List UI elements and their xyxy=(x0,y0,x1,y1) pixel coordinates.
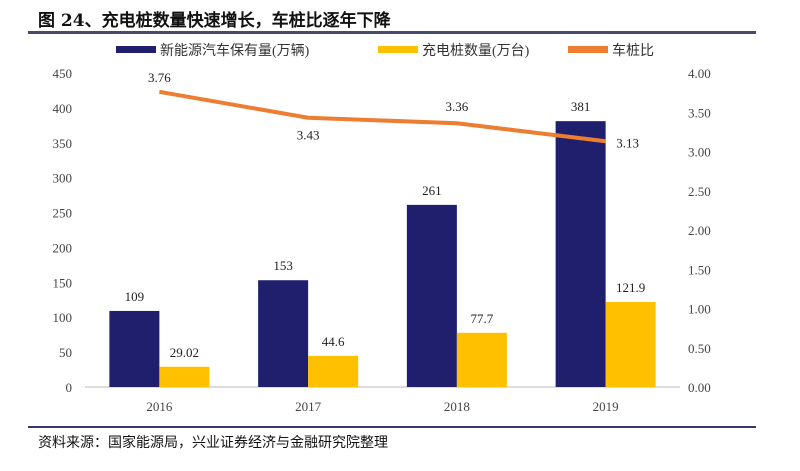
right-tick-label: 3.00 xyxy=(688,145,711,160)
x-tick-label: 2017 xyxy=(295,399,322,414)
line-data-label: 3.13 xyxy=(616,135,639,150)
left-tick-label: 300 xyxy=(53,171,73,186)
left-tick-label: 400 xyxy=(53,101,73,116)
left-tick-label: 450 xyxy=(53,66,73,81)
legend-swatch xyxy=(568,46,608,53)
bar-vehicles xyxy=(555,121,606,387)
bar-vehicles xyxy=(406,204,457,387)
bar-data-label: 109 xyxy=(125,289,145,304)
x-tick-label: 2018 xyxy=(444,399,470,414)
left-tick-label: 50 xyxy=(59,345,72,360)
x-tick-label: 2019 xyxy=(593,399,619,414)
legend-label: 车桩比 xyxy=(612,42,654,59)
right-tick-label: 3.50 xyxy=(688,105,711,120)
right-tick-label: 2.50 xyxy=(688,184,711,199)
left-tick-label: 100 xyxy=(53,310,73,325)
bar-chargers xyxy=(456,332,507,387)
left-tick-label: 200 xyxy=(53,240,73,255)
bar-data-label: 381 xyxy=(571,99,591,114)
right-tick-label: 1.00 xyxy=(688,302,711,317)
bar-data-label: 261 xyxy=(422,183,442,198)
source-note: 资料来源：国家能源局，兴业证券经济与金融研究院整理 xyxy=(38,435,388,451)
chart-title: 图 24、充电桩数量快速增长，车桩比逐年下降 xyxy=(38,11,391,31)
left-tick-label: 350 xyxy=(53,136,73,151)
right-tick-label: 2.00 xyxy=(688,223,711,238)
legend-label: 充电桩数量(万台) xyxy=(422,42,530,59)
right-tick-label: 0.50 xyxy=(688,341,711,356)
right-tick-label: 4.00 xyxy=(688,66,711,81)
bar-chargers xyxy=(159,366,210,387)
line-data-label: 3.36 xyxy=(446,99,469,114)
bar-data-label: 77.7 xyxy=(471,311,494,326)
bar-data-label: 121.9 xyxy=(616,280,645,295)
bar-chargers xyxy=(308,355,359,387)
bar-vehicles xyxy=(258,280,309,387)
right-tick-label: 0.00 xyxy=(688,380,711,395)
legend-swatch xyxy=(116,46,156,53)
line-data-label: 3.43 xyxy=(297,128,320,143)
bar-data-label: 44.6 xyxy=(322,334,345,349)
ratio-line xyxy=(159,89,606,144)
left-tick-label: 150 xyxy=(53,275,73,290)
legend-label: 新能源汽车保有量(万辆) xyxy=(160,42,310,59)
legend-swatch xyxy=(378,46,418,53)
bar-vehicles xyxy=(109,310,160,387)
bar-chargers xyxy=(605,301,656,387)
bar-data-label: 29.02 xyxy=(170,345,199,360)
right-tick-label: 1.50 xyxy=(688,262,711,277)
x-tick-label: 2016 xyxy=(146,399,173,414)
bar-data-label: 153 xyxy=(273,258,293,273)
left-tick-label: 250 xyxy=(53,206,73,221)
left-tick-label: 0 xyxy=(66,380,73,395)
source-divider xyxy=(28,426,756,428)
line-data-label: 3.76 xyxy=(148,70,171,85)
title-divider xyxy=(28,31,756,34)
